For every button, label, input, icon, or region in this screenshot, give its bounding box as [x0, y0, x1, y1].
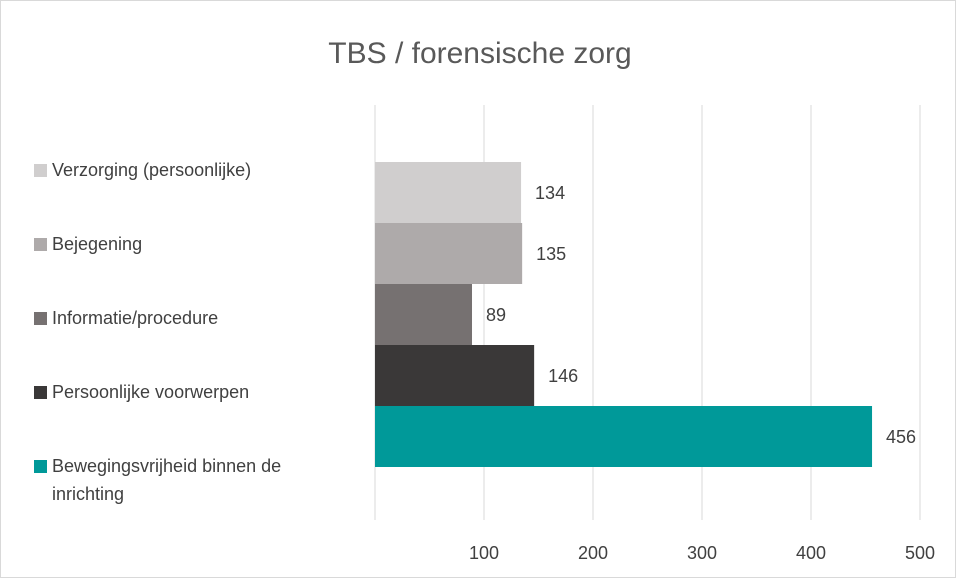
- chart-title: TBS / forensische zorg: [328, 37, 631, 70]
- bar: [375, 162, 522, 223]
- legend-item: Informatie/procedure: [34, 304, 354, 332]
- value-label: 135: [536, 244, 566, 264]
- legend-swatch: [34, 312, 47, 325]
- legend-item: Persoonlijke voorwerpen: [34, 378, 354, 406]
- bar: [375, 345, 535, 406]
- legend-item: Bewegingsvrijheid binnen de inrichting: [34, 452, 354, 508]
- legend-label: Persoonlijke voorwerpen: [52, 382, 250, 402]
- legend-label: Bewegingsvrijheid binnen de inrichting: [52, 456, 282, 504]
- value-label: 146: [548, 366, 578, 386]
- x-tick-label: 200: [578, 543, 608, 563]
- x-tick-label: 500: [905, 543, 935, 563]
- x-tick-label: 100: [469, 543, 499, 563]
- legend-swatch: [34, 238, 47, 251]
- legend-swatch: [34, 386, 47, 399]
- legend-label: Bejegening: [52, 234, 143, 254]
- bar: [375, 284, 473, 345]
- legend-item: Verzorging (persoonlijke): [34, 156, 354, 184]
- legend-label: Verzorging (persoonlijke): [52, 160, 252, 180]
- legend-swatch: [34, 460, 47, 473]
- value-label: 89: [486, 305, 506, 325]
- bar: [375, 406, 873, 467]
- bar: [375, 223, 523, 284]
- x-tick-label: 400: [796, 543, 826, 563]
- x-tick-label: 300: [687, 543, 717, 563]
- value-label: 456: [886, 427, 916, 447]
- value-label: 134: [535, 183, 565, 203]
- legend-item: Bejegening: [34, 230, 354, 258]
- legend-label: Informatie/procedure: [52, 308, 219, 328]
- legend-swatch: [34, 164, 47, 177]
